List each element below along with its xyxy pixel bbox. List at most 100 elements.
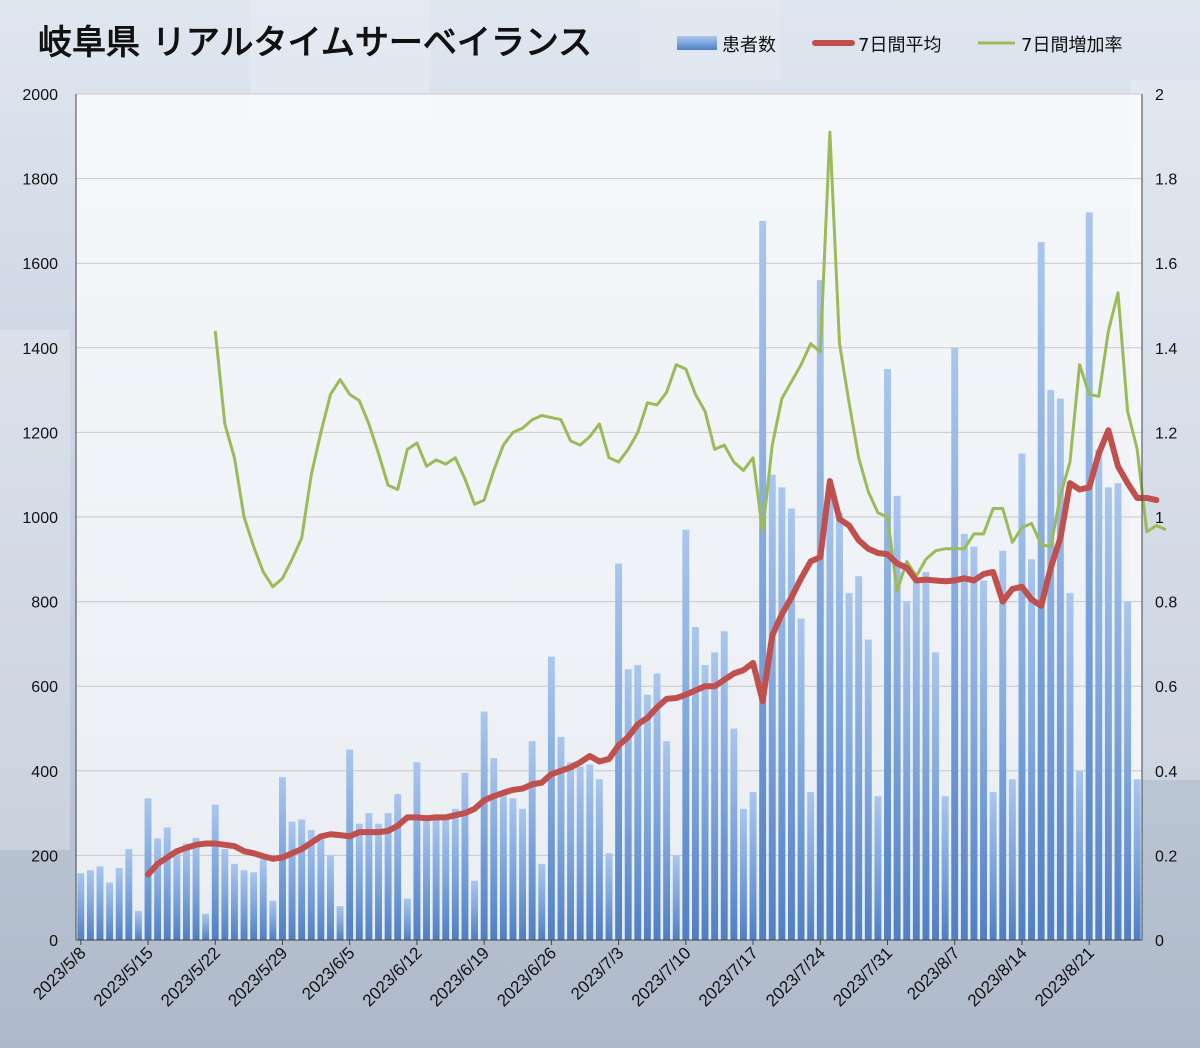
right-tick-label: 0.6 <box>1155 679 1177 696</box>
bar <box>932 652 939 940</box>
left-tick-label: 200 <box>31 848 58 865</box>
bar <box>960 533 968 940</box>
bar <box>1124 601 1132 940</box>
bar <box>96 866 104 940</box>
average-line <box>145 427 1160 878</box>
left-tick-label: 1800 <box>22 172 58 189</box>
bar <box>240 870 248 940</box>
bar <box>1018 453 1026 940</box>
bar <box>442 817 450 940</box>
bar <box>788 508 795 940</box>
bar <box>730 728 738 940</box>
ratio-line <box>213 130 1167 593</box>
bar <box>711 652 719 940</box>
bar <box>231 863 238 940</box>
bar <box>595 779 603 940</box>
bar <box>691 626 699 940</box>
legend-label-average: 7日間平均 <box>858 35 941 56</box>
left-tick-label: 400 <box>31 764 58 781</box>
bar <box>365 813 373 940</box>
axes <box>75 94 1143 941</box>
bar <box>192 838 200 940</box>
bar <box>269 900 277 940</box>
bar <box>567 762 575 940</box>
right-tick-label: 0 <box>1155 933 1164 950</box>
bar <box>1085 212 1093 940</box>
bar <box>826 483 834 940</box>
bar <box>163 827 171 940</box>
legend-label-ratio: 7日間増加率 <box>1021 35 1122 56</box>
bar <box>125 849 133 940</box>
bar <box>749 791 757 940</box>
bar <box>634 665 642 940</box>
bar <box>211 804 219 940</box>
bar <box>403 898 411 940</box>
bar <box>1008 779 1016 940</box>
bar <box>970 546 978 940</box>
right-tick-label: 1.6 <box>1155 256 1177 273</box>
bar <box>989 791 997 940</box>
bar <box>643 694 651 940</box>
bar <box>701 665 709 940</box>
chart-title: 岐阜県 リアルタイムサーベイランス <box>38 23 592 63</box>
right-tick-label: 0.8 <box>1155 595 1177 612</box>
bar <box>1104 487 1112 940</box>
bar <box>893 495 901 940</box>
bar <box>480 711 488 940</box>
bar <box>413 762 421 940</box>
bar <box>884 368 891 940</box>
left-tick-label: 0 <box>49 933 58 950</box>
bar <box>980 580 987 940</box>
bar <box>816 280 824 940</box>
bar <box>182 843 190 940</box>
bar <box>154 838 162 940</box>
left-tick-label: 1600 <box>22 256 58 273</box>
bar <box>720 631 728 940</box>
bar <box>394 794 402 940</box>
bar <box>509 798 517 940</box>
bar <box>327 855 334 940</box>
bar <box>836 512 843 940</box>
bar <box>951 347 959 940</box>
bar <box>874 796 882 940</box>
bar <box>538 863 546 940</box>
bars <box>77 212 1141 941</box>
bar <box>576 766 584 940</box>
bar <box>106 882 114 940</box>
bar <box>663 741 671 940</box>
bar <box>1133 779 1141 940</box>
bar <box>941 796 949 940</box>
bar <box>739 808 747 940</box>
bar <box>259 859 267 940</box>
bar <box>999 550 1007 940</box>
bar <box>547 656 555 940</box>
bar <box>855 576 863 940</box>
left-tick-label: 1200 <box>22 425 58 442</box>
bar <box>519 808 527 940</box>
bar <box>586 764 594 940</box>
bar <box>912 580 920 940</box>
bar <box>1095 449 1103 940</box>
bar <box>490 758 498 940</box>
legend-label-patients: 患者数 <box>722 35 776 56</box>
bar <box>355 823 363 940</box>
bar <box>471 880 478 940</box>
right-tick-label: 1 <box>1155 510 1164 527</box>
bar <box>1047 390 1055 941</box>
bar <box>807 791 815 940</box>
bar <box>288 821 296 940</box>
bar <box>499 791 507 940</box>
right-tick-label: 1.2 <box>1155 425 1177 442</box>
bar <box>624 669 632 940</box>
bar <box>221 849 229 940</box>
lines <box>145 130 1167 878</box>
right-tick-label: 2 <box>1155 87 1164 104</box>
bar <box>1066 593 1074 940</box>
left-tick-label: 2000 <box>22 87 58 104</box>
bar <box>202 913 210 940</box>
right-tick-label: 0.2 <box>1155 848 1177 865</box>
bar <box>615 563 623 940</box>
bar <box>1056 398 1064 940</box>
bar <box>173 849 181 940</box>
